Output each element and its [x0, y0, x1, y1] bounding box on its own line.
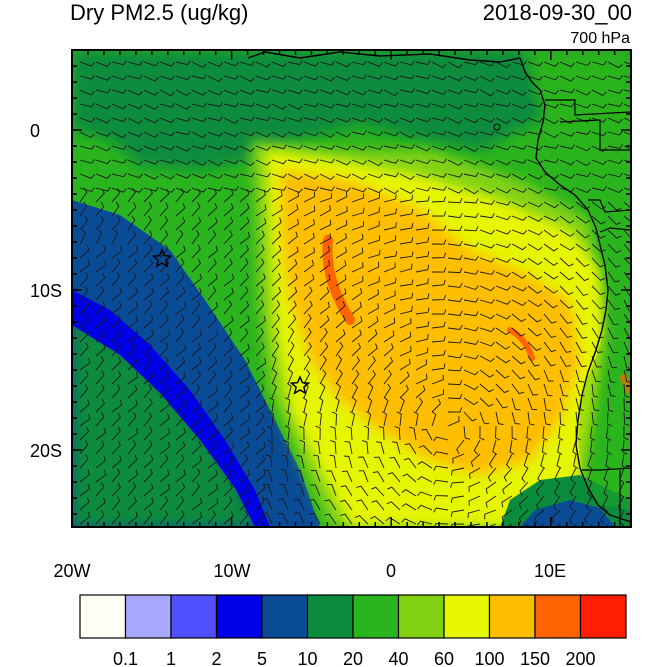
colorbar-label: 40	[388, 649, 408, 667]
colorbar-label: 0.1	[113, 649, 138, 667]
axis-ticks	[71, 49, 632, 527]
site-marker-star	[151, 248, 173, 268]
colorbar-label: 10	[297, 649, 317, 667]
colorbar-swatch	[443, 594, 491, 639]
x-tick-label: 0	[386, 561, 396, 581]
colorbar-swatch	[124, 594, 172, 639]
y-tick-label: 10S	[30, 281, 62, 301]
colorbar-label: 60	[434, 649, 454, 667]
colorbar: 0.1 1 2 5 10 20 40 60 100 150 200	[79, 594, 627, 667]
border-line	[582, 467, 631, 471]
x-tick-label: 20W	[53, 561, 90, 581]
colorbar-label: 2	[211, 649, 221, 667]
colorbar-swatch	[488, 594, 536, 639]
border-line	[588, 199, 631, 213]
colorbar-swatch	[215, 594, 263, 639]
wind-barbs	[79, 60, 631, 527]
colorbar-swatch	[579, 594, 627, 639]
colorbar-swatch	[306, 594, 354, 639]
colorbar-swatch	[534, 594, 582, 639]
colorbar-swatch	[352, 594, 400, 639]
border-line	[545, 99, 631, 116]
colorbar-swatch	[170, 594, 218, 639]
colorbar-label: 200	[565, 649, 595, 667]
border-line	[599, 227, 631, 233]
map-title: Dry PM2.5 (ug/kg)	[70, 0, 249, 25]
colorbar-label: 5	[257, 649, 267, 667]
map-datetime: 2018-09-30_00	[482, 0, 632, 25]
border-line	[559, 119, 631, 151]
colorbar-label: 1	[166, 649, 176, 667]
colorbar-label: 150	[520, 649, 550, 667]
y-tick-label: 20S	[30, 441, 62, 461]
x-tick-label: 10W	[213, 561, 250, 581]
colorbar-swatch	[79, 594, 127, 639]
colorbar-label: 100	[474, 649, 504, 667]
colorbar-label: 20	[343, 649, 363, 667]
y-tick-label: 0	[30, 121, 40, 141]
concentration-field	[72, 50, 631, 527]
map-frame	[71, 49, 632, 528]
x-tick-label: 10E	[534, 561, 566, 581]
coastline	[247, 51, 631, 523]
pressure-level: 700 hPa	[570, 30, 630, 47]
colorbar-swatch	[261, 594, 309, 639]
colorbar-swatch	[397, 594, 445, 639]
island	[493, 123, 501, 131]
site-marker-star	[289, 375, 311, 395]
